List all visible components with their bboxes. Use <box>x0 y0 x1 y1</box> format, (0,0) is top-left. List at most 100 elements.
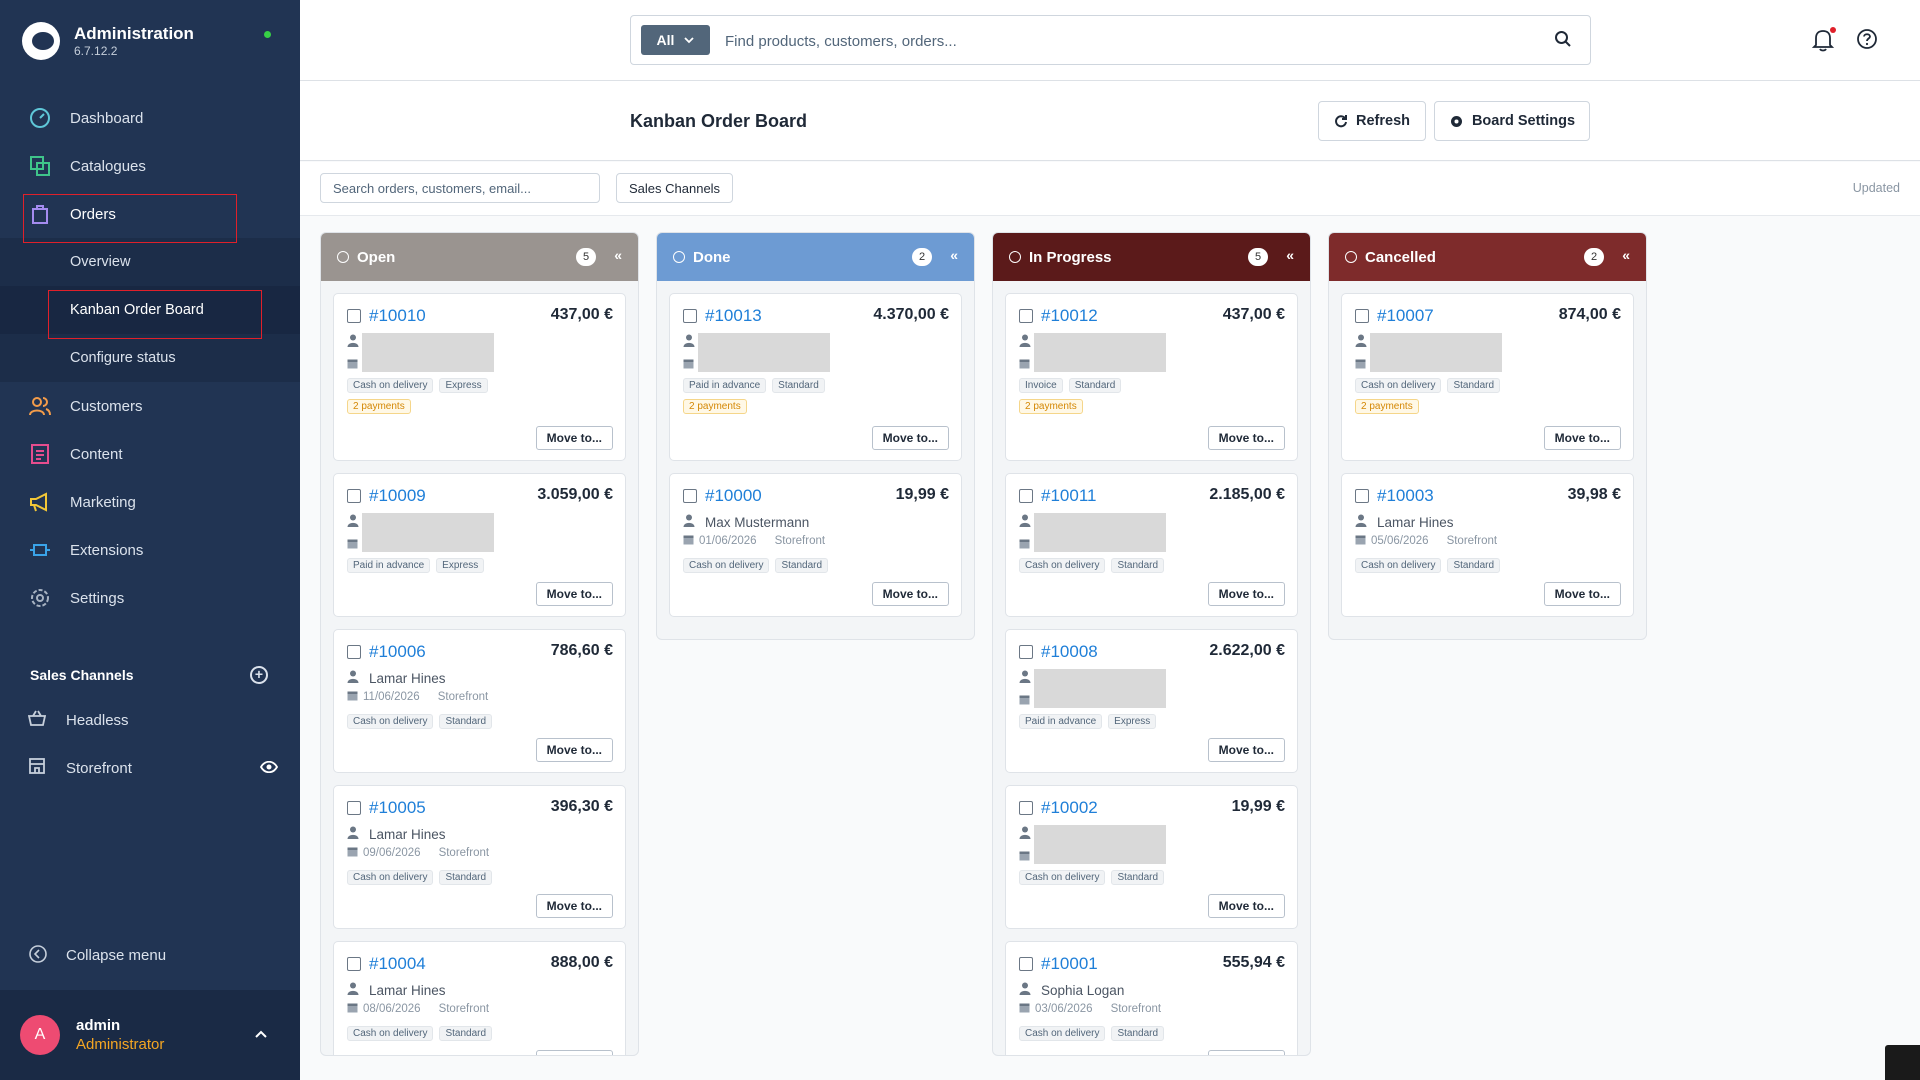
order-select-checkbox[interactable] <box>347 489 361 503</box>
order-card[interactable]: #10005 396,30 € Lamar Hines 09/06/2026 Store… <box>333 785 626 929</box>
order-number-link[interactable]: #10006 <box>369 642 426 661</box>
add-sales-channel-icon[interactable]: + <box>250 666 268 684</box>
move-to-button[interactable]: Move to... <box>871 426 949 450</box>
symfony-toolbar-icon[interactable] <box>1885 1045 1920 1080</box>
order-number-link[interactable]: #10001 <box>1041 954 1098 973</box>
board-settings-button[interactable]: Board Settings <box>1434 101 1590 141</box>
move-to-button[interactable]: Move to... <box>535 894 613 918</box>
nav-item-content[interactable]: Content <box>0 430 300 478</box>
order-select-checkbox[interactable] <box>683 309 697 323</box>
search-scope-select[interactable]: All <box>641 25 710 55</box>
order-card[interactable]: #10010 437,00 € Cash on delivery Express 2 p… <box>333 293 626 461</box>
order-number-link[interactable]: #10009 <box>369 486 426 505</box>
order-number-link[interactable]: #10012 <box>1041 306 1098 325</box>
nav-sub-kanban[interactable]: Kanban Order Board <box>0 286 300 334</box>
move-to-button[interactable]: Move to... <box>1543 582 1621 606</box>
refresh-button[interactable]: Refresh <box>1318 101 1426 141</box>
order-select-checkbox[interactable] <box>1019 801 1033 815</box>
order-select-checkbox[interactable] <box>347 957 361 971</box>
order-tags: Cash on delivery Standard <box>347 870 493 885</box>
order-select-checkbox[interactable] <box>1019 957 1033 971</box>
order-tags: Paid in advance Express <box>347 558 485 573</box>
order-number-link[interactable]: #10008 <box>1041 642 1098 661</box>
order-card[interactable]: #10006 786,60 € Lamar Hines 11/06/2026 Store… <box>333 629 626 773</box>
move-to-button[interactable]: Move to... <box>871 582 949 606</box>
order-card[interactable]: #10009 3.059,00 € Paid in advance Express Mo… <box>333 473 626 617</box>
date-row: 08/06/2026 Storefront <box>347 1002 489 1016</box>
user-menu[interactable]: A admin Administrator <box>0 990 300 1080</box>
order-card[interactable]: #10001 555,94 € Sophia Logan 03/06/2026 Stor… <box>1005 941 1298 1055</box>
order-select-checkbox[interactable] <box>1019 309 1033 323</box>
order-date: 05/06/2026 <box>1371 535 1429 547</box>
move-to-button[interactable]: Move to... <box>1207 1050 1285 1055</box>
order-search-input[interactable] <box>320 173 600 203</box>
order-card[interactable]: #10008 2.622,00 € Paid in advance Express Mo… <box>1005 629 1298 773</box>
order-amount: 2.622,00 € <box>1209 642 1285 659</box>
move-to-button[interactable]: Move to... <box>1207 582 1285 606</box>
nav-item-extensions[interactable]: Extensions <box>0 526 300 574</box>
order-card[interactable]: #10000 19,99 € Max Mustermann 01/06/2026 Sto… <box>669 473 962 617</box>
nav-item-customers[interactable]: Customers <box>0 382 300 430</box>
order-select-checkbox[interactable] <box>1019 645 1033 659</box>
chevron-up-icon[interactable] <box>254 1026 268 1044</box>
move-to-button[interactable]: Move to... <box>535 426 613 450</box>
move-to-button[interactable]: Move to... <box>535 738 613 762</box>
order-number-link[interactable]: #10007 <box>1377 306 1434 325</box>
nav-item-settings[interactable]: Settings <box>0 574 300 622</box>
collapse-column-icon[interactable]: « <box>1286 247 1294 263</box>
order-number-link[interactable]: #10004 <box>369 954 426 973</box>
order-select-checkbox[interactable] <box>1355 489 1369 503</box>
order-number-link[interactable]: #10005 <box>369 798 426 817</box>
nav-label: Overview <box>70 254 131 270</box>
order-card[interactable]: #10003 39,98 € Lamar Hines 05/06/2026 Storef… <box>1341 473 1634 617</box>
move-to-button[interactable]: Move to... <box>535 1050 613 1055</box>
sales-channel-headless[interactable]: Headless <box>27 705 278 735</box>
order-select-checkbox[interactable] <box>683 489 697 503</box>
nav-item-dashboard[interactable]: Dashboard <box>0 94 300 142</box>
order-tags: Invoice Standard <box>1019 378 1122 393</box>
order-select-checkbox[interactable] <box>347 309 361 323</box>
search-input[interactable] <box>725 28 1525 54</box>
order-number-link[interactable]: #10003 <box>1377 486 1434 505</box>
sales-channels-filter-button[interactable]: Sales Channels <box>616 173 734 203</box>
order-number-link[interactable]: #10000 <box>705 486 762 505</box>
order-card[interactable]: #10012 437,00 € Invoice Standard 2 payments M… <box>1005 293 1298 461</box>
order-number-link[interactable]: #10010 <box>369 306 426 325</box>
shipping-method-tag: Standard <box>772 378 825 393</box>
notification-dot <box>1830 27 1836 33</box>
nav-item-orders[interactable]: Orders <box>0 190 300 238</box>
collapse-menu-button[interactable]: Collapse menu <box>28 944 166 966</box>
nav-sub-configure-status[interactable]: Configure status <box>0 334 300 382</box>
bell-icon[interactable] <box>1811 28 1835 57</box>
help-icon[interactable] <box>1856 28 1878 55</box>
order-card[interactable]: #10011 2.185,00 € Cash on delivery Standard… <box>1005 473 1298 617</box>
payment-method-tag: Paid in advance <box>1019 714 1103 729</box>
move-to-button[interactable]: Move to... <box>1207 894 1285 918</box>
order-number-link[interactable]: #10013 <box>705 306 762 325</box>
shopware-logo <box>22 22 60 60</box>
order-card[interactable]: #10004 888,00 € Lamar Hines 08/06/2026 Store… <box>333 941 626 1055</box>
move-to-button[interactable]: Move to... <box>1207 738 1285 762</box>
order-card[interactable]: #10013 4.370,00 € Paid in advance Standard 2… <box>669 293 962 461</box>
nav-item-catalogues[interactable]: Catalogues <box>0 142 300 190</box>
collapse-column-icon[interactable]: « <box>1622 247 1630 263</box>
search-icon[interactable] <box>1554 30 1572 53</box>
order-select-checkbox[interactable] <box>1019 489 1033 503</box>
move-to-button[interactable]: Move to... <box>1207 426 1285 450</box>
move-to-button[interactable]: Move to... <box>1543 426 1621 450</box>
nav-item-marketing[interactable]: Marketing <box>0 478 300 526</box>
collapse-column-icon[interactable]: « <box>614 247 622 263</box>
order-number-link[interactable]: #10002 <box>1041 798 1098 817</box>
customer-row: Lamar Hines <box>1355 514 1454 530</box>
collapse-column-icon[interactable]: « <box>950 247 958 263</box>
nav-sub-overview[interactable]: Overview <box>0 238 300 286</box>
order-number-link[interactable]: #10011 <box>1041 486 1097 505</box>
order-card[interactable]: #10007 874,00 € Cash on delivery Standard 2 … <box>1341 293 1634 461</box>
order-select-checkbox[interactable] <box>347 801 361 815</box>
order-select-checkbox[interactable] <box>1355 309 1369 323</box>
eye-icon[interactable] <box>259 760 279 777</box>
move-to-button[interactable]: Move to... <box>535 582 613 606</box>
sales-channel-storefront[interactable]: Storefront <box>28 753 279 783</box>
order-select-checkbox[interactable] <box>347 645 361 659</box>
order-card[interactable]: #10002 19,99 € Cash on delivery Standard Mov… <box>1005 785 1298 929</box>
